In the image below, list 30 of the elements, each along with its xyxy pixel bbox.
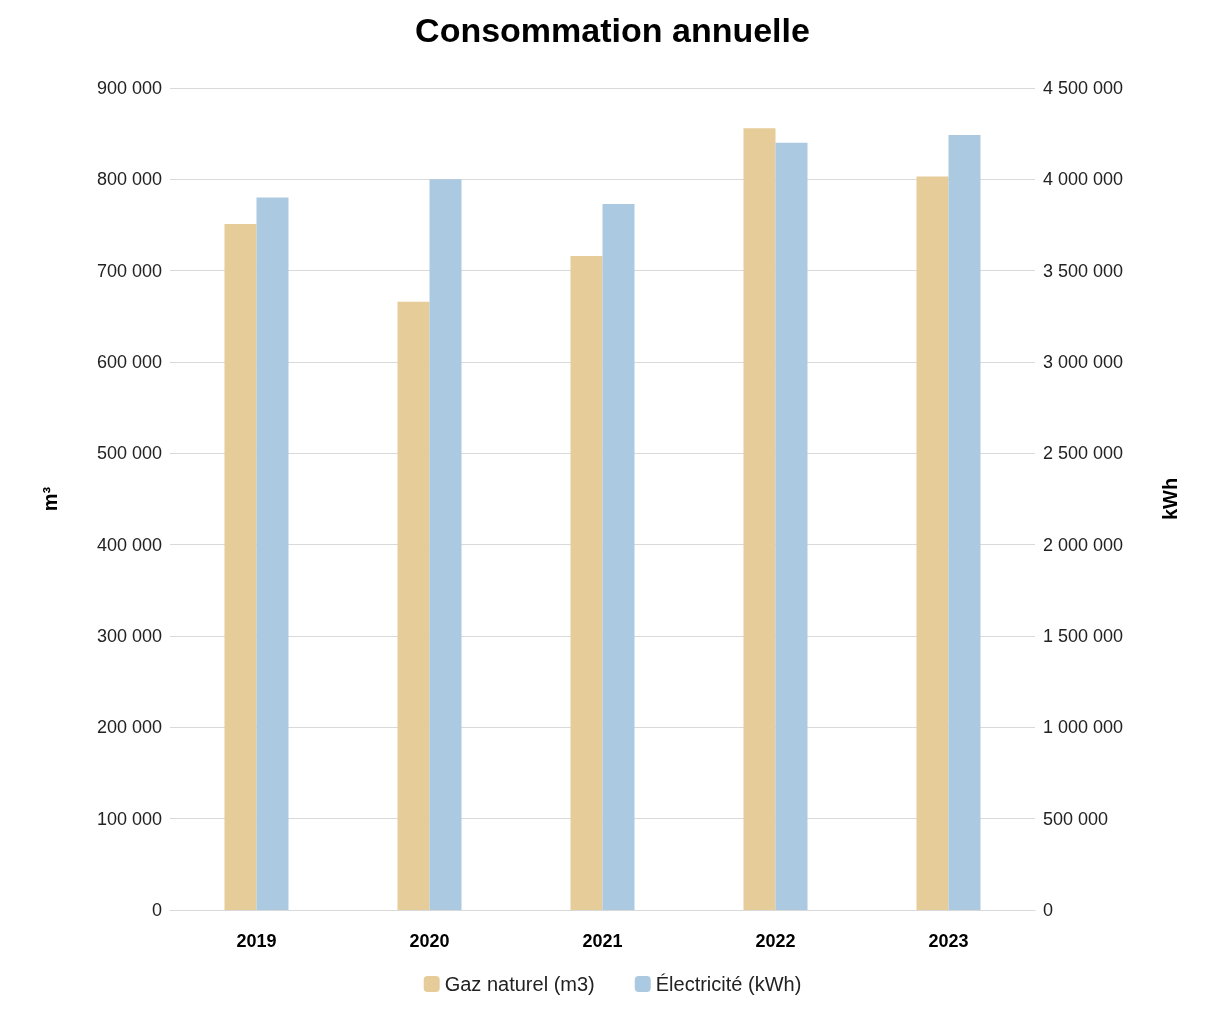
x-tick-label: 2020 (409, 931, 450, 951)
legend-label: Électricité (kWh) (655, 973, 802, 995)
y2-tick-label: 3 500 000 (1043, 260, 1124, 281)
y2-tick-label: 2 000 000 (1043, 534, 1124, 555)
y2-tick-label: 1 500 000 (1043, 626, 1124, 646)
x-tick-label: 2023 (928, 931, 969, 951)
chart-title: Consommation annuelle (415, 11, 810, 49)
x-tick-label: 2022 (755, 931, 796, 951)
y2-tick-label: 3 000 000 (1043, 352, 1124, 372)
y-tick-label: 900 000 (96, 78, 162, 98)
legend-label: Gaz naturel (m3) (444, 973, 595, 995)
y-tick-label: 200 000 (96, 717, 162, 738)
y2-tick-label: 4 500 000 (1043, 78, 1124, 98)
y2-tick-label: 2 500 000 (1043, 443, 1124, 464)
y-tick-label: 500 000 (96, 443, 162, 464)
y-tick-label: 800 000 (96, 169, 162, 190)
y-tick-label: 600 000 (96, 352, 162, 372)
y-tick-label: 100 000 (96, 808, 162, 829)
x-tick-label: 2021 (582, 931, 623, 951)
y-tick-label: 300 000 (96, 626, 162, 646)
y2-axis-title: kWh (1159, 477, 1181, 521)
y2-tick-label: 1 000 000 (1043, 717, 1124, 738)
y2-tick-label: 4 000 000 (1043, 169, 1124, 190)
x-tick-label: 2019 (236, 931, 277, 951)
y-tick-label: 0 (151, 900, 162, 920)
y2-tick-label: 0 (1043, 900, 1054, 920)
y2-tick-label: 500 000 (1043, 808, 1109, 829)
y-axis-title: m³ (39, 486, 61, 512)
y-tick-label: 400 000 (96, 534, 162, 555)
y-tick-label: 700 000 (96, 260, 162, 281)
